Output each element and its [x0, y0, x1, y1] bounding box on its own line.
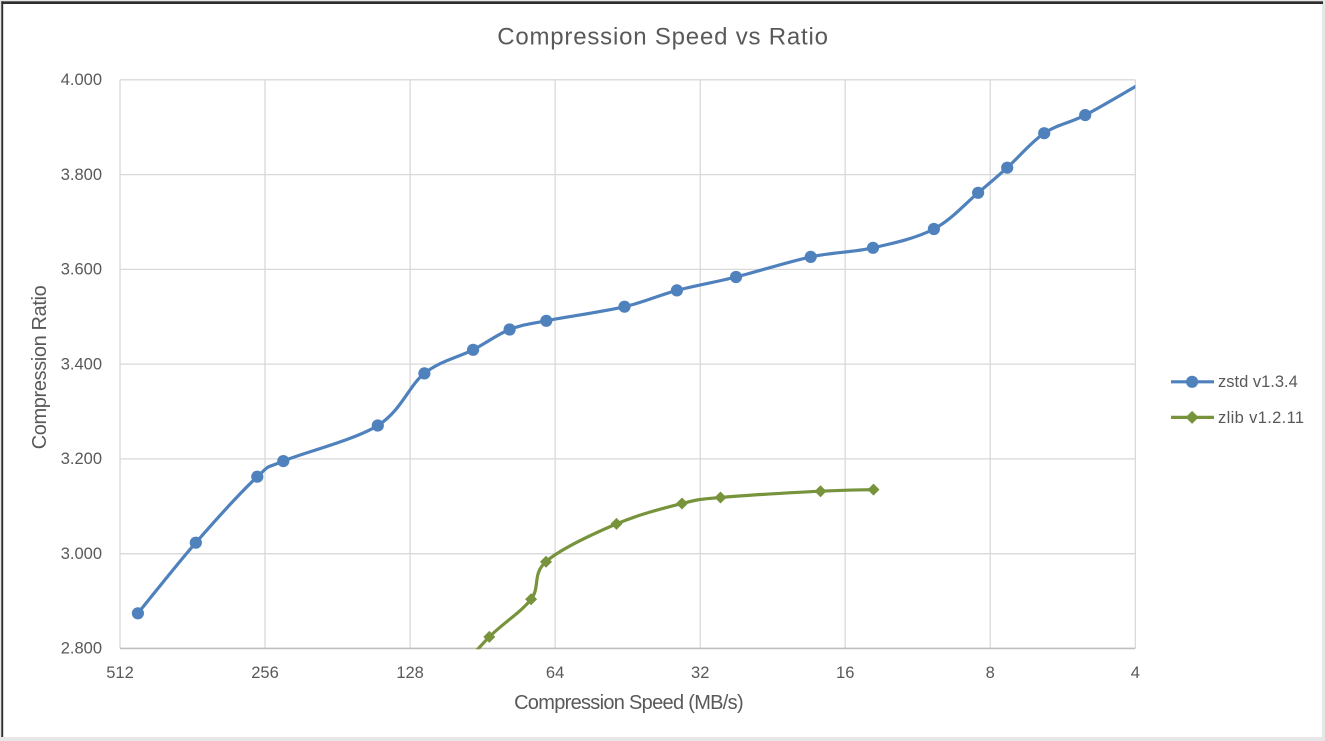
svg-text:4.000: 4.000: [61, 71, 102, 89]
svg-text:8: 8: [986, 664, 995, 682]
svg-text:Compression Speed (MB/s): Compression Speed (MB/s): [514, 692, 743, 714]
svg-text:3.600: 3.600: [61, 261, 102, 279]
svg-text:Compression Speed vs Ratio: Compression Speed vs Ratio: [497, 24, 829, 51]
svg-text:32: 32: [691, 664, 709, 682]
svg-text:3.200: 3.200: [61, 450, 102, 468]
svg-text:512: 512: [106, 664, 134, 682]
svg-text:64: 64: [546, 664, 564, 682]
svg-text:3.000: 3.000: [61, 545, 102, 563]
svg-text:128: 128: [396, 664, 424, 682]
svg-text:zstd v1.3.4: zstd v1.3.4: [1218, 373, 1298, 391]
svg-text:3.800: 3.800: [61, 166, 102, 184]
svg-text:zlib v1.2.11: zlib v1.2.11: [1218, 409, 1304, 427]
svg-text:16: 16: [836, 664, 854, 682]
svg-text:256: 256: [251, 664, 279, 682]
svg-text:3.400: 3.400: [61, 355, 102, 373]
svg-text:4: 4: [1131, 664, 1140, 682]
svg-text:2.800: 2.800: [61, 640, 102, 658]
svg-text:Compression Ratio: Compression Ratio: [29, 285, 51, 449]
